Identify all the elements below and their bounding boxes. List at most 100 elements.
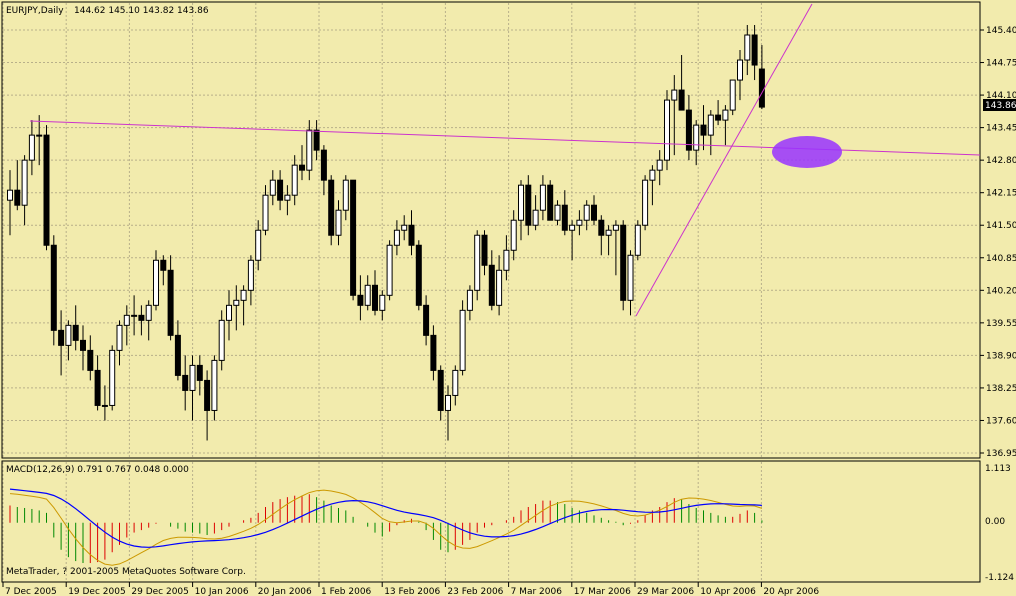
candle-bull	[576, 219, 583, 226]
price-panel[interactable]	[1, 1, 981, 459]
candle-bear	[328, 179, 335, 236]
time-tick-label: 29 Dec 2005	[131, 587, 189, 596]
candle-bull	[306, 129, 313, 171]
candle-bull	[284, 194, 291, 201]
ohlc-readout: 144.62 145.10 143.82 143.86	[74, 6, 209, 16]
candle-bull	[474, 234, 481, 291]
candle-bull	[7, 189, 13, 201]
candle-bear	[620, 224, 627, 301]
candle-bear	[72, 324, 79, 341]
candle-bull	[627, 254, 634, 301]
price-tick-label: 144.10	[986, 91, 1016, 101]
candle-bull	[21, 159, 28, 206]
candle-bull	[109, 349, 116, 406]
candle-bear	[94, 369, 101, 406]
candle-bull	[269, 179, 276, 196]
candle-bear	[415, 244, 422, 306]
price-tick-label: 136.95	[986, 449, 1016, 459]
candle-bear	[80, 339, 86, 351]
candle-bull	[693, 124, 700, 151]
candle-bull	[671, 89, 678, 101]
candle-bull	[36, 134, 43, 137]
candle-bear	[430, 334, 437, 371]
symbol-title: EURJPY,Daily	[6, 6, 64, 16]
time-tick-label: 29 Mar 2006	[637, 587, 694, 596]
candle-bear	[372, 284, 378, 311]
candle-bear	[678, 89, 685, 111]
candle-bull	[145, 304, 152, 321]
candle-bull	[393, 229, 400, 246]
candle-bull	[737, 59, 743, 81]
macd-main-line	[9, 489, 763, 566]
rising-trendline[interactable]	[635, 3, 813, 317]
price-tick-label: 144.75	[986, 59, 1016, 69]
price-tick-label: 138.90	[986, 351, 1016, 361]
candle-bull	[744, 34, 751, 61]
candle-bull	[189, 364, 196, 391]
candle-bear	[598, 219, 605, 236]
candle-bear	[751, 34, 758, 66]
macd-panel[interactable]	[1, 460, 981, 583]
candle-bull	[123, 314, 130, 326]
price-tick-label: 143.45	[986, 124, 1016, 134]
candle-bear	[437, 369, 444, 411]
candle-bull	[364, 284, 371, 306]
price-tick-label: 140.20	[986, 286, 1016, 296]
candle-bear	[160, 259, 167, 271]
price-axis[interactable]: 145.40 144.75 144.10 143.45 142.80 142.15 141.…	[980, 26, 1016, 459]
candle-bull	[539, 184, 546, 211]
candle-bull	[612, 224, 619, 231]
candle-bull	[583, 204, 590, 221]
candle-bull	[28, 134, 35, 161]
candle-bull	[452, 369, 459, 396]
price-tick-label: 145.40	[986, 26, 1016, 36]
candle-bear	[182, 374, 189, 391]
time-tick-label: 13 Feb 2006	[384, 587, 440, 596]
candle-bull	[153, 259, 159, 306]
candle-bull	[291, 164, 298, 196]
candle-bull	[386, 244, 393, 296]
macd-signal-line	[9, 488, 762, 548]
price-tick-label: 137.60	[986, 416, 1016, 426]
candle-bear	[685, 109, 692, 151]
time-tick-label: 20 Jan 2006	[258, 587, 312, 596]
price-tick-label: 142.15	[986, 189, 1016, 199]
time-axis[interactable]: 7 Dec 2005 19 Dec 2005 29 Dec 2005 10 Jan 2…	[2, 582, 819, 596]
time-tick-label: 7 Mar 2006	[511, 587, 563, 596]
candle-bull	[605, 229, 612, 236]
candle-bull	[503, 249, 510, 271]
candle-bear	[167, 269, 174, 336]
drawn-objects[interactable]	[29, 3, 981, 317]
candle-bull	[729, 79, 736, 111]
candle-bear	[196, 364, 203, 381]
candle-bear	[591, 204, 597, 221]
highlight-ellipse[interactable]	[772, 136, 842, 168]
candle-bear	[700, 124, 707, 136]
candle-bull	[218, 319, 225, 361]
candle-bear	[350, 179, 357, 296]
candle-bear	[87, 349, 94, 371]
current-price-label: 143.86	[985, 101, 1016, 111]
candle-bear	[138, 314, 145, 321]
current-price-marker	[983, 99, 1016, 111]
candle-bear	[488, 264, 495, 306]
macd-tick-zero: 0.00	[985, 517, 1005, 527]
candle-bull	[656, 159, 663, 171]
time-tick-label: 1 Feb 2006	[321, 587, 372, 596]
time-tick-label: 20 Apr 2006	[763, 587, 819, 596]
candle-bull	[401, 224, 408, 231]
candle-bull	[255, 229, 262, 261]
candle-bull	[569, 224, 576, 231]
time-tick-label: 17 Mar 2006	[574, 587, 631, 596]
candle-bear	[525, 184, 532, 226]
candle-bull	[233, 299, 240, 306]
candle-bull	[518, 184, 524, 221]
candle-bull	[211, 359, 218, 411]
candle-bear	[481, 234, 488, 266]
candle-bull	[510, 219, 517, 251]
macd-title: MACD(12,26,9) 0.791 0.767 0.048 0.000	[6, 465, 189, 475]
price-tick-label: 139.55	[986, 319, 1016, 329]
candle-bear	[408, 224, 415, 246]
time-tick-label: 19 Dec 2005	[68, 587, 126, 596]
